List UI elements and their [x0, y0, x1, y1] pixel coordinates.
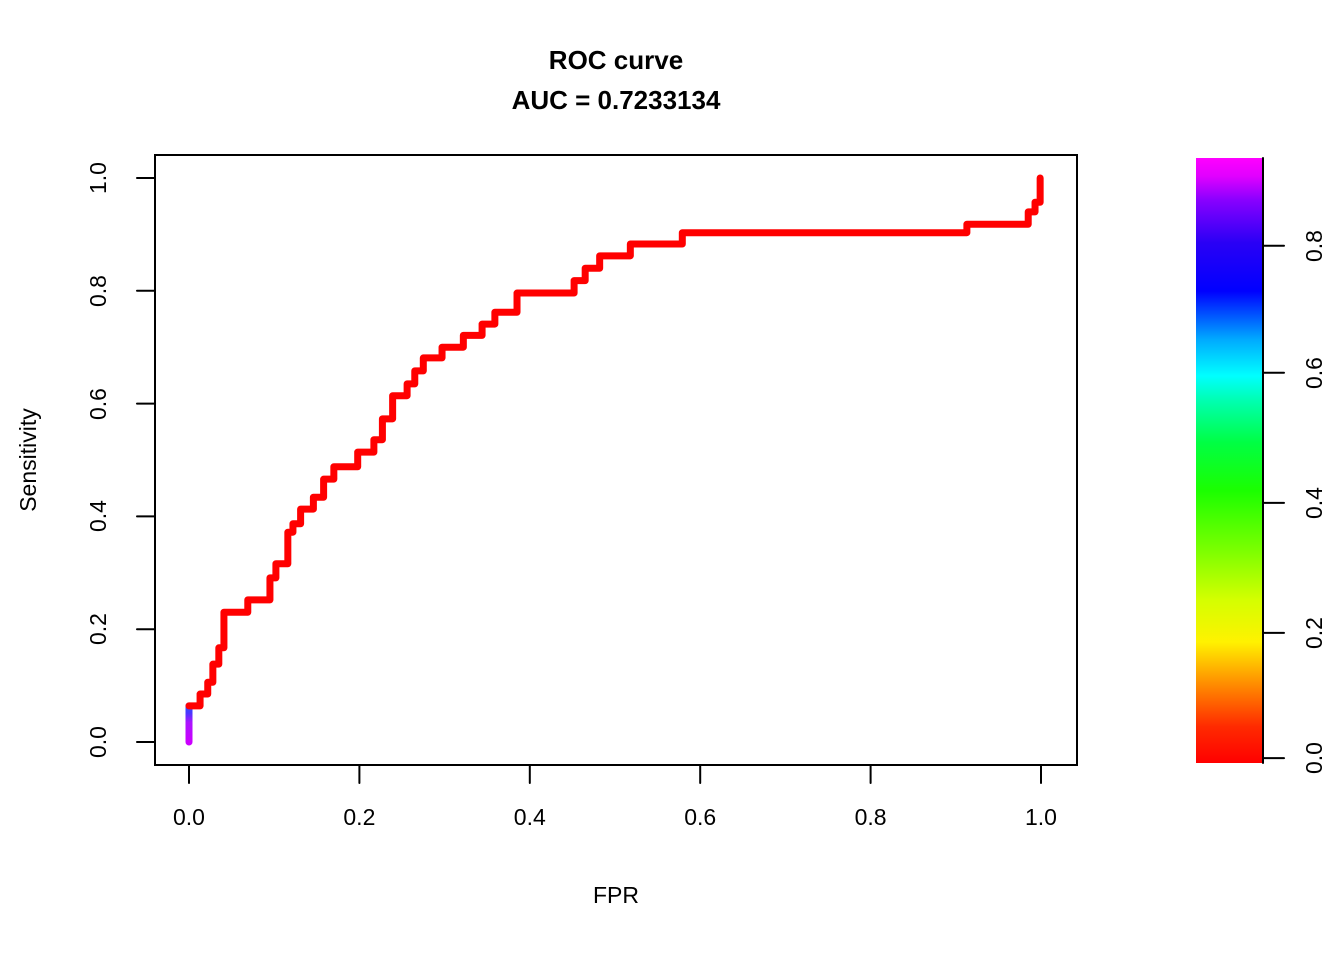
x-tick-label: 0.2	[343, 804, 376, 830]
x-axis-title: FPR	[593, 882, 639, 908]
roc-curve	[185, 174, 1044, 710]
x-tick-label: 1.0	[1025, 804, 1057, 830]
x-tick-label: 0.0	[173, 804, 205, 830]
colorbar-tick-label: 0.4	[1301, 486, 1327, 519]
colorbar-tick-label: 0.0	[1301, 742, 1327, 775]
x-tick-label: 0.6	[684, 804, 717, 830]
colorbar-tick-label: 0.6	[1301, 356, 1327, 389]
y-tick-label: 0.4	[85, 500, 111, 533]
colorbar-tick-label: 0.8	[1301, 229, 1327, 262]
y-tick-label: 0.0	[85, 726, 111, 758]
x-tick-label: 0.8	[854, 804, 887, 830]
chart-subtitle: AUC = 0.7233134	[511, 85, 721, 115]
colorbar-tick-label: 0.2	[1301, 616, 1327, 649]
y-tick-label: 0.2	[85, 613, 111, 646]
colorbar-gradient	[1196, 158, 1262, 763]
y-tick-label: 0.6	[85, 387, 111, 420]
y-axis-title: Sensitivity	[15, 408, 41, 512]
chart-title: ROC curve	[548, 45, 684, 75]
y-tick-label: 1.0	[85, 162, 111, 194]
plot-box	[154, 154, 1078, 766]
x-tick-label: 0.4	[513, 804, 546, 830]
y-tick-label: 0.8	[85, 274, 111, 307]
